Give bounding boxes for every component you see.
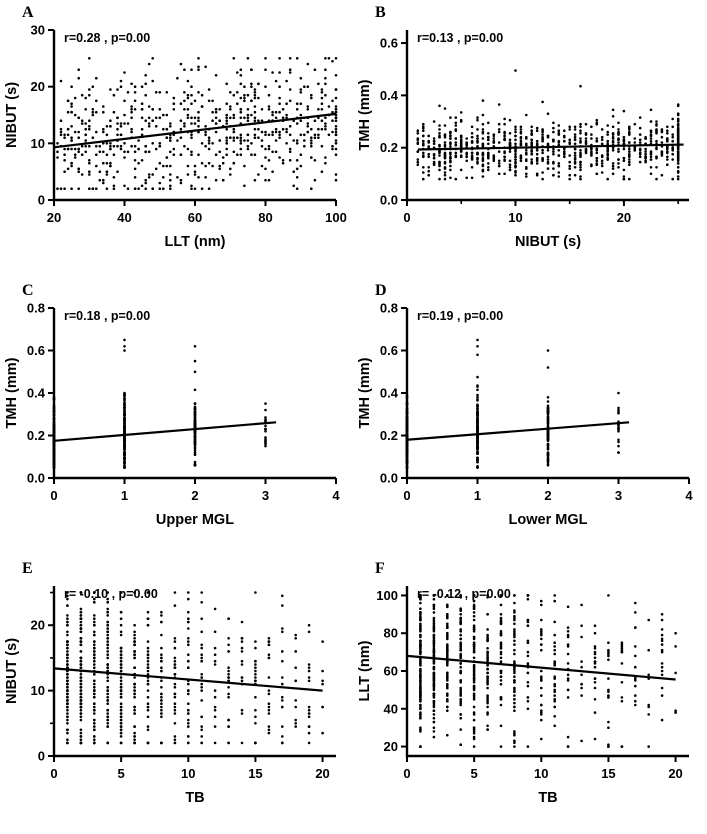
svg-text:20: 20: [384, 739, 398, 754]
panel-letter-F: F: [375, 560, 385, 577]
svg-text:15: 15: [248, 766, 262, 781]
svg-text:30: 30: [31, 23, 45, 38]
svg-text:20: 20: [617, 210, 631, 225]
svg-text:20: 20: [31, 618, 45, 633]
svg-text:15: 15: [601, 766, 615, 781]
svg-text:0.0: 0.0: [27, 471, 45, 486]
svg-text:0: 0: [38, 749, 45, 764]
svg-text:0: 0: [38, 193, 45, 208]
scatter-plot-nibut-vs-tmh: 0 10 20 0.0 0.2 0.4 0.6 NIBUT (s) TMH (mm) r=0.13…: [357, 30, 689, 250]
scatter-plot-tb-vs-llt: 0 5 10 15 20 20 40 60 80 100 TB LLT (nm) r= -0.12 , …: [357, 586, 689, 806]
svg-text:TB: TB: [538, 790, 557, 806]
svg-text:NIBUT (s): NIBUT (s): [4, 82, 20, 148]
panel-letter-E: E: [22, 560, 33, 577]
svg-text:TMH (mm): TMH (mm): [4, 357, 20, 428]
svg-text:0.2: 0.2: [380, 140, 398, 155]
svg-text:100: 100: [325, 210, 347, 225]
svg-text:10: 10: [181, 766, 195, 781]
svg-text:20: 20: [31, 79, 45, 94]
svg-text:2: 2: [191, 488, 198, 503]
svg-text:5: 5: [471, 766, 478, 781]
panel-letter-A: A: [22, 4, 34, 21]
svg-text:0.2: 0.2: [380, 428, 398, 443]
svg-text:LLT (nm): LLT (nm): [165, 234, 226, 250]
svg-text:r= -0.10 , p=0.00: r= -0.10 , p=0.00: [64, 587, 158, 601]
svg-text:r=0.13 , p=0.00: r=0.13 , p=0.00: [417, 31, 503, 45]
panel-letter-C: C: [22, 282, 34, 299]
svg-text:r=0.18 , p=0.00: r=0.18 , p=0.00: [64, 309, 150, 323]
svg-text:r= -0.12 , p=0.00: r= -0.12 , p=0.00: [417, 587, 511, 601]
svg-text:60: 60: [384, 664, 398, 679]
panel-letter-B: B: [375, 4, 386, 21]
svg-text:0: 0: [403, 210, 410, 225]
svg-text:0: 0: [50, 488, 57, 503]
panel-C: C 0 1 2 3 4 0.0 0.2 0.4 0.6 0.8 Upper MGL TMH (mm) r…: [0, 278, 353, 556]
svg-text:2: 2: [544, 488, 551, 503]
svg-text:0.4: 0.4: [380, 88, 399, 103]
svg-text:0.0: 0.0: [380, 193, 398, 208]
svg-text:0.6: 0.6: [27, 343, 45, 358]
scatter-plot-lower-mgl-vs-tmh: 0 1 2 3 4 0.0 0.2 0.4 0.6 0.8 Lower MGL TMH (mm) r=0…: [357, 301, 693, 529]
svg-text:10: 10: [31, 683, 45, 698]
svg-text:0.8: 0.8: [27, 301, 45, 316]
scatter-plot-upper-mgl-vs-tmh: 0 1 2 3 4 0.0 0.2 0.4 0.6 0.8 Upper MGL TMH (mm) r=0…: [4, 301, 340, 529]
svg-text:40: 40: [384, 701, 398, 716]
panel-D: D 0 1 2 3 4 0.0 0.2 0.4 0.6 0.8 Lower MGL TMH (mm) r…: [353, 278, 707, 556]
svg-text:4: 4: [332, 488, 340, 503]
panel-A: A 20 40 60 80 100 0 10 20 30 LLT (nm) NIBUT (s) r=0…: [0, 0, 353, 278]
svg-text:0.6: 0.6: [380, 343, 398, 358]
svg-text:0.6: 0.6: [380, 36, 398, 51]
svg-text:0: 0: [403, 488, 410, 503]
svg-text:80: 80: [258, 210, 272, 225]
svg-text:NIBUT (s): NIBUT (s): [4, 638, 20, 704]
svg-text:Lower MGL: Lower MGL: [509, 512, 588, 528]
svg-text:1: 1: [474, 488, 481, 503]
svg-text:r=0.28 , p=0.00: r=0.28 , p=0.00: [64, 31, 150, 45]
svg-text:10: 10: [534, 766, 548, 781]
svg-text:TMH (mm): TMH (mm): [357, 357, 373, 428]
svg-text:100: 100: [376, 588, 398, 603]
svg-text:80: 80: [384, 626, 398, 641]
svg-text:TMH (mm): TMH (mm): [357, 79, 373, 150]
panel-F: F 0 5 10 15 20 20 40 60 80 100 TB LLT (nm) r= -0.12 …: [353, 556, 707, 834]
svg-text:20: 20: [315, 766, 329, 781]
svg-text:0.8: 0.8: [380, 301, 398, 316]
panel-B: B 0 10 20 0.0 0.2 0.4 0.6 NIBUT (s) TMH (mm) r=0.…: [353, 0, 707, 278]
svg-text:10: 10: [508, 210, 522, 225]
svg-text:5: 5: [118, 766, 125, 781]
svg-text:TB: TB: [185, 790, 204, 806]
svg-text:0.2: 0.2: [27, 428, 45, 443]
svg-text:LLT (nm): LLT (nm): [357, 640, 373, 701]
scatter-plot-tb-vs-nibut: 0 5 10 15 20 0 10 20 TB NIBUT (s) r= -0.10 , p=0.0…: [4, 586, 336, 806]
panel-letter-D: D: [375, 282, 387, 299]
svg-text:0: 0: [50, 766, 57, 781]
svg-text:3: 3: [262, 488, 269, 503]
svg-text:0.0: 0.0: [380, 471, 398, 486]
svg-text:3: 3: [615, 488, 622, 503]
svg-text:20: 20: [668, 766, 682, 781]
svg-text:4: 4: [685, 488, 693, 503]
svg-text:0: 0: [403, 766, 410, 781]
svg-text:NIBUT (s): NIBUT (s): [515, 234, 581, 250]
svg-text:Upper MGL: Upper MGL: [156, 512, 234, 528]
svg-text:0.4: 0.4: [27, 386, 46, 401]
svg-text:1: 1: [121, 488, 128, 503]
scatter-plot-llt-vs-nibut: 20 40 60 80 100 0 10 20 30 LLT (nm) NIBUT (s) r=0.2…: [4, 23, 347, 251]
svg-text:60: 60: [188, 210, 202, 225]
svg-text:40: 40: [117, 210, 131, 225]
svg-text:20: 20: [47, 210, 61, 225]
svg-text:r=0.19 , p=0.00: r=0.19 , p=0.00: [417, 309, 503, 323]
svg-text:0.4: 0.4: [380, 386, 399, 401]
panel-E: E 0 5 10 15 20 0 10 20 TB NIBUT (s) r= -0.10 , p=0…: [0, 556, 353, 834]
svg-text:10: 10: [31, 136, 45, 151]
